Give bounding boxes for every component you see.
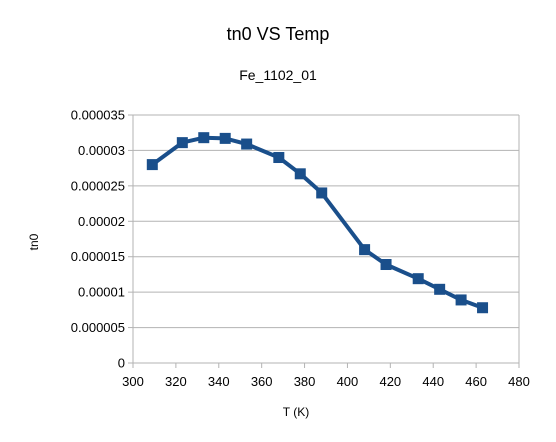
data-point-marker [434,283,446,295]
data-point-marker [412,273,424,285]
y-tick-label: 0.000015 [71,249,125,264]
data-point-marker [176,137,188,149]
x-tick-labels: 300 320 340 360 380 400 420 440 460 480 [122,374,530,389]
x-tick-label: 380 [294,374,316,389]
y-tick-label: 0.00003 [78,143,125,158]
y-tick-label: 0.00002 [78,214,125,229]
y-tick-label: 0.000035 [71,108,125,123]
data-point-marker [198,132,210,144]
series-layer [146,132,489,314]
y-tick-label: 0 [118,356,125,371]
data-point-marker [273,152,285,164]
series-line [150,135,485,310]
chart-title: tn0 VS Temp [227,24,330,44]
x-tick-label: 440 [422,374,444,389]
y-tick-label: 0.00001 [78,285,125,300]
x-tick-label: 460 [465,374,487,389]
data-point-marker [455,294,467,306]
y-tick-labels: 0 0.000005 0.00001 0.000015 0.00002 0.000025 0… [71,108,125,371]
gridlines [133,114,519,329]
data-point-marker [241,138,253,150]
x-tick-label: 360 [251,374,273,389]
y-axis-title: tn0 [27,233,41,250]
y-tick-label: 0.000005 [71,320,125,335]
y-tick-label: 0.000025 [71,178,125,193]
x-tick-label: 320 [165,374,187,389]
x-tick-label: 300 [122,374,144,389]
data-point-marker [380,259,392,271]
x-axis-title: T (K) [283,405,309,419]
data-point-marker [219,132,231,144]
x-tick-label: 420 [379,374,401,389]
data-point-marker [477,302,489,314]
data-point-marker [146,159,158,171]
x-tick-label: 400 [337,374,359,389]
data-point-marker [359,244,371,256]
data-point-marker [294,168,306,180]
x-tick-label: 480 [508,374,530,389]
chart-subtitle: Fe_1102_01 [239,67,317,83]
axes [128,114,520,368]
x-tick-label: 340 [208,374,230,389]
data-point-marker [316,187,328,199]
